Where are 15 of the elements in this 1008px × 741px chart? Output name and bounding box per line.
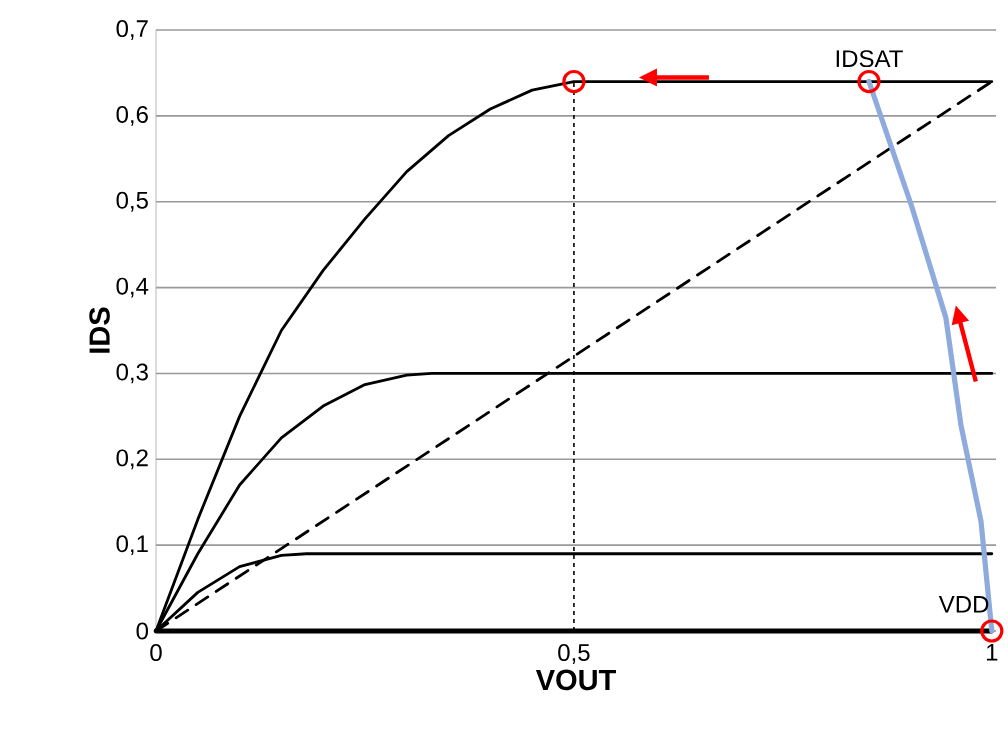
- y-tick-label: 0,4: [116, 277, 149, 298]
- x-tick-label: 0: [150, 644, 162, 662]
- annotation: VDD: [938, 596, 989, 613]
- x-tick-label: 1: [986, 644, 998, 661]
- y-tick-label: 0,7: [116, 20, 148, 40]
- y-tick-label: 0,3: [116, 363, 148, 384]
- y-axis-title: IDS: [89, 307, 110, 353]
- y-tick-label: 0: [136, 622, 149, 640]
- y-tick-label: 0,1: [116, 535, 148, 556]
- x-tick-label: 0,5: [558, 644, 590, 664]
- x-axis-title: VOUT: [535, 669, 616, 691]
- y-tick-label: 0,5: [116, 191, 148, 212]
- y-tick-label: 0,2: [116, 449, 148, 470]
- annotation: IDSAT: [836, 50, 903, 68]
- y-tick-label: 0,6: [116, 105, 148, 126]
